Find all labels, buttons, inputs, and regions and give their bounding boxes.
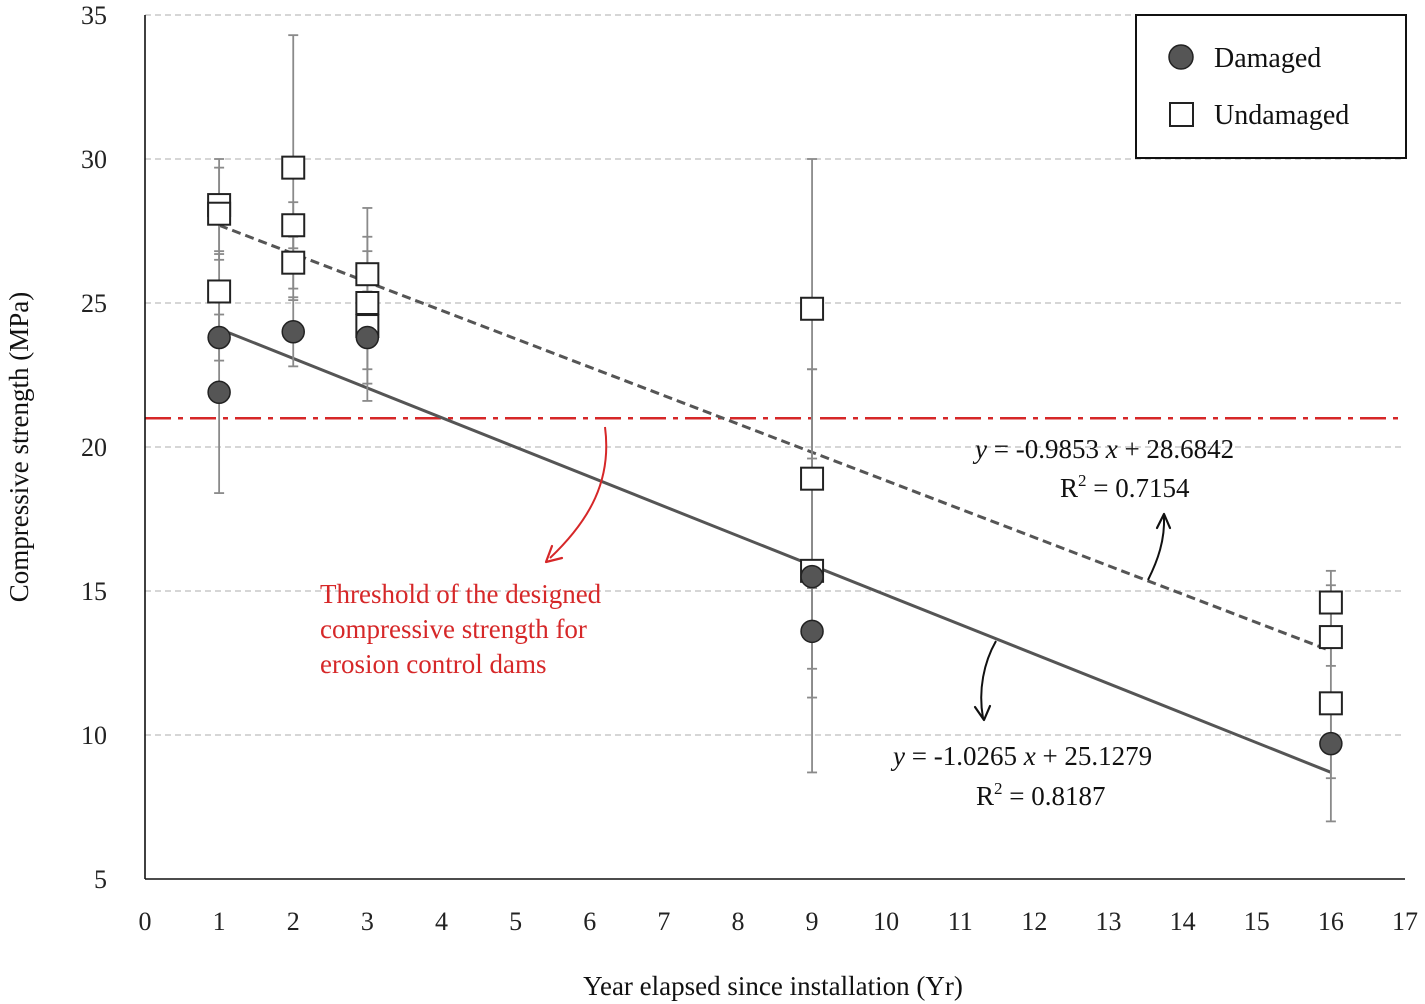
undamaged-point <box>1318 590 1343 615</box>
x-tick-label: 3 <box>361 907 374 936</box>
x-tick-label: 6 <box>583 907 596 936</box>
y-axis-title: Compressive strength (MPa) <box>4 292 34 602</box>
y-tick-label: 35 <box>81 1 107 30</box>
undamaged-equation: y = -0.9853 x + 28.6842 <box>972 434 1234 464</box>
x-tick-labels: 0 1 2 3 4 5 6 7 8 9 10 11 12 13 14 15 16 17 <box>139 907 1419 936</box>
threshold-arrow <box>549 426 608 559</box>
x-tick-label: 12 <box>1021 907 1047 936</box>
trendline-damaged <box>218 327 1332 774</box>
threshold-arrow-head <box>544 544 564 564</box>
threshold-label-line2: compressive strength for <box>320 614 587 644</box>
x-tick-label: 15 <box>1244 907 1270 936</box>
legend-damaged-label: Damaged <box>1214 43 1321 74</box>
undamaged-r2: R2 = 0.7154 <box>1060 471 1190 503</box>
undamaged-point <box>355 262 380 287</box>
legend: Damaged Undamaged <box>1135 14 1407 159</box>
trendline-undamaged <box>218 223 1332 653</box>
damaged-equation: y = -1.0265 x + 25.1279 <box>890 741 1152 771</box>
undamaged-point <box>800 296 825 321</box>
legend-undamaged-marker <box>1169 102 1194 127</box>
data-markers <box>207 155 1343 756</box>
legend-box <box>1135 14 1407 159</box>
undamaged-point <box>1318 625 1343 650</box>
x-tick-label: 13 <box>1096 907 1122 936</box>
damaged-r2: R2 = 0.8187 <box>976 779 1106 811</box>
x-tick-label: 9 <box>806 907 819 936</box>
undamaged-point <box>281 155 306 180</box>
y-tick-label: 25 <box>81 289 107 318</box>
x-axis-title: Year elapsed since installation (Yr) <box>583 971 963 1001</box>
x-tick-label: 2 <box>287 907 300 936</box>
legend-undamaged-label: Undamaged <box>1214 100 1349 131</box>
y-tick-label: 5 <box>94 865 107 894</box>
damaged-point <box>1319 731 1343 756</box>
x-tick-label: 8 <box>731 907 744 936</box>
x-tick-label: 4 <box>435 907 448 936</box>
x-tick-label: 16 <box>1318 907 1344 936</box>
y-tick-label: 10 <box>81 721 107 750</box>
undamaged-point <box>1318 691 1343 716</box>
y-tick-label: 30 <box>81 145 107 174</box>
undamaged-eq-arrow-head <box>1155 512 1172 530</box>
undamaged-point <box>207 201 232 226</box>
y-tick-labels: 5 10 15 20 25 30 35 <box>81 1 107 894</box>
damaged-point <box>355 325 380 350</box>
grid-lines <box>145 14 1405 736</box>
undamaged-point <box>281 213 306 238</box>
undamaged-point <box>207 279 232 304</box>
damaged-eq-arrow-head <box>973 704 992 722</box>
undamaged-point <box>281 250 306 275</box>
undamaged-point <box>800 466 825 491</box>
x-tick-label: 10 <box>873 907 899 936</box>
y-tick-label: 15 <box>81 577 107 606</box>
x-tick-label: 14 <box>1170 907 1196 936</box>
undamaged-point <box>355 291 380 315</box>
x-tick-label: 7 <box>657 907 670 936</box>
threshold-label-line1: Threshold of the designed <box>320 579 602 609</box>
x-tick-label: 17 <box>1392 907 1418 936</box>
x-tick-label: 0 <box>139 907 152 936</box>
trendlines <box>218 223 1332 774</box>
legend-damaged-marker <box>1168 44 1194 70</box>
threshold-label-line3: erosion control dams <box>320 649 546 679</box>
damaged-point <box>800 619 824 644</box>
x-tick-label: 11 <box>948 907 973 936</box>
damaged-eq-arrow <box>980 640 997 719</box>
damaged-point <box>207 380 231 405</box>
damaged-point <box>207 325 231 350</box>
x-tick-label: 1 <box>213 907 226 936</box>
damaged-point <box>800 564 824 589</box>
x-tick-label: 5 <box>509 907 522 936</box>
damaged-point <box>281 320 305 344</box>
undamaged-eq-arrow <box>1147 515 1166 581</box>
y-tick-label: 20 <box>81 433 107 462</box>
